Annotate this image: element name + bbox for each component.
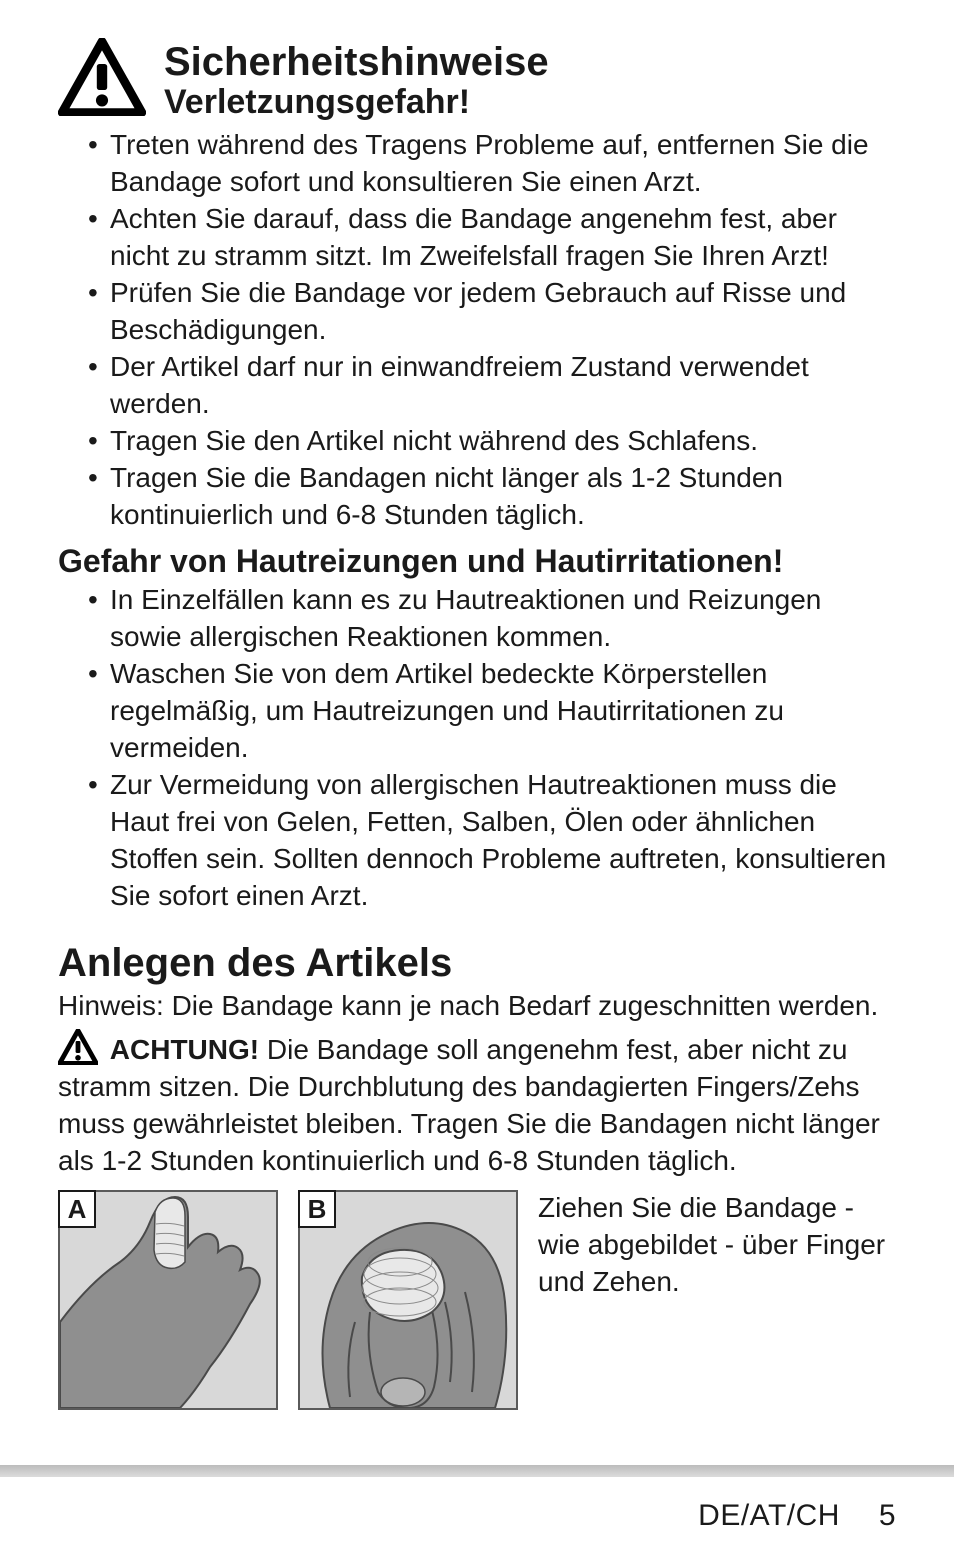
figure-b: B: [298, 1190, 518, 1410]
figures-row: A B Ziehen Sie die Bandage - wie abgebil…: [58, 1190, 896, 1410]
header-block: Sicherheitshinweise Verletzungsgefahr!: [58, 38, 896, 121]
figure-label-a: A: [58, 1190, 96, 1228]
header-text: Sicherheitshinweise Verletzungsgefahr!: [164, 38, 549, 121]
locale-label: DE/AT/CH: [698, 1499, 840, 1532]
list-item: Zur Vermeidung von allergischen Hautreak…: [88, 767, 896, 915]
page-content: Sicherheitshinweise Verletzungsgefahr! T…: [0, 0, 954, 1410]
achtung-paragraph: ACHTUNG! Die Bandage soll angenehm fest,…: [58, 1029, 896, 1180]
figure-a: A: [58, 1190, 278, 1410]
figure-side-text: Ziehen Sie die Bandage - wie abgebildet …: [538, 1190, 896, 1410]
subheading-skin: Gefahr von Hautreizungen und Hautirritat…: [58, 542, 896, 580]
page-footer: DE/AT/CH 5: [698, 1499, 896, 1533]
safety-bullets-1: Treten während des Tragens Probleme auf,…: [58, 127, 896, 533]
achtung-label: ACHTUNG!: [110, 1034, 259, 1065]
note-text: Hinweis: Die Bandage kann je nach Bedarf…: [58, 988, 896, 1025]
list-item: Der Artikel darf nur in einwandfreiem Zu…: [88, 349, 896, 423]
sub-title: Verletzungsgefahr!: [164, 84, 549, 121]
warning-triangle-icon: [58, 1029, 98, 1065]
list-item: Tragen Sie den Artikel nicht während des…: [88, 423, 896, 460]
list-item: Waschen Sie von dem Artikel bedeckte Kör…: [88, 656, 896, 767]
section-title-anlegen: Anlegen des Artikels: [58, 941, 896, 986]
warning-triangle-icon: [58, 38, 146, 116]
figure-label-b: B: [298, 1190, 336, 1228]
safety-bullets-2: In Einzelfällen kann es zu Hautreaktione…: [58, 582, 896, 915]
list-item: Achten Sie darauf, dass die Bandage ange…: [88, 201, 896, 275]
list-item: Tragen Sie die Bandagen nicht länger als…: [88, 460, 896, 534]
list-item: Prüfen Sie die Bandage vor jedem Gebrauc…: [88, 275, 896, 349]
page-number: 5: [879, 1499, 896, 1532]
list-item: In Einzelfällen kann es zu Hautreaktione…: [88, 582, 896, 656]
list-item: Treten während des Tragens Probleme auf,…: [88, 127, 896, 201]
footer-divider-bar: [0, 1465, 954, 1477]
main-title: Sicherheitshinweise: [164, 40, 549, 84]
